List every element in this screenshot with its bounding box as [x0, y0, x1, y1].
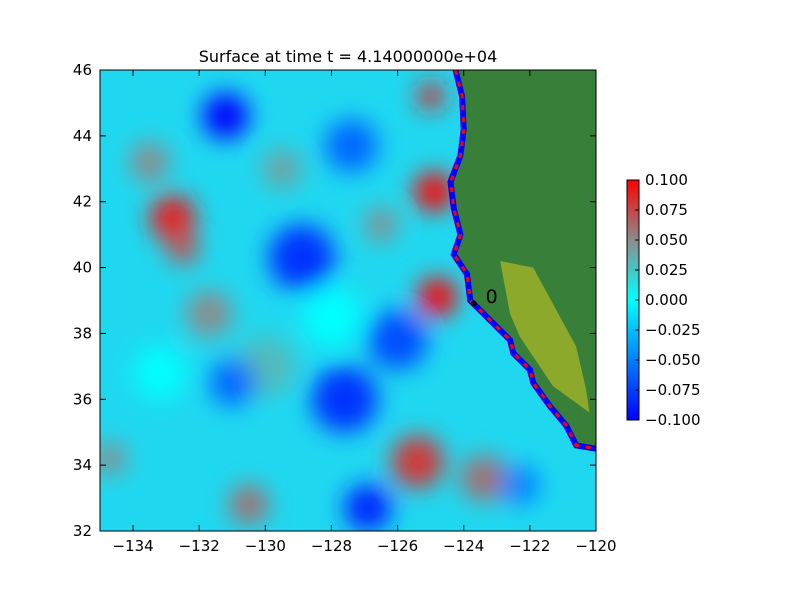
field-feature-17: [344, 484, 391, 531]
field-feature-7: [364, 208, 398, 242]
field-feature-18: [390, 435, 444, 489]
field-feature-22: [301, 287, 362, 347]
field-feature-12: [311, 366, 378, 433]
plot-area: [100, 70, 596, 531]
colorbar-tick-label: −0.075: [645, 381, 701, 399]
x-tick-label: −134: [112, 537, 153, 555]
colorbar-tick-label: 0.050: [645, 231, 688, 249]
chart-title: Surface at time t = 4.14000000e+04: [199, 47, 498, 66]
x-tick-label: −124: [443, 537, 484, 555]
field-feature-14: [185, 290, 233, 337]
colorbar-tick-label: 0.075: [645, 201, 688, 219]
x-tick-label: −128: [311, 537, 352, 555]
colorbar-tick-label: 0.100: [645, 171, 688, 189]
land-highlight: [500, 261, 590, 413]
y-tick-label: 36: [73, 390, 92, 408]
field-feature-8: [414, 172, 454, 212]
gauge-label: 0: [486, 286, 498, 308]
field-feature-15: [209, 359, 256, 406]
field-feature-6: [324, 119, 378, 173]
field-feature-11: [367, 310, 428, 370]
colorbar-ticks: 0.100 0.075 0.050 0.025 0.000 −0.025 −0.050 −0.…: [635, 171, 701, 429]
field-feature-21: [100, 442, 127, 476]
field-feature-0: [202, 93, 249, 140]
x-axis: −134 −132 −130 −128 −126 −124 −122 −120: [112, 70, 617, 555]
x-tick-label: −122: [509, 537, 550, 555]
central-valley-shade: [500, 261, 590, 413]
x-tick-label: −132: [179, 537, 220, 555]
field-feature-16: [228, 484, 269, 525]
gauge-marker: [470, 300, 477, 307]
y-tick-label: 40: [73, 259, 92, 277]
field-feature-4: [262, 149, 302, 189]
field-layer: [100, 83, 540, 531]
plot-frame: [99, 69, 597, 532]
field-feature-20: [500, 465, 540, 505]
field-feature-5: [268, 224, 335, 291]
colorbar: 0.100 0.075 0.050 0.025 0.000 −0.025 −0.050 −0.…: [626, 171, 701, 429]
colorbar-tick-label: −0.100: [645, 411, 701, 429]
field-feature-23: [133, 346, 186, 400]
x-tick-label: −126: [377, 537, 418, 555]
y-tick-label: 32: [73, 522, 92, 540]
field-feature-1: [149, 195, 196, 242]
coastline-red-band: [448, 70, 596, 451]
colorbar-tick-label: 0.025: [645, 261, 688, 279]
field-feature-19: [460, 455, 507, 502]
field-feature-3: [129, 142, 170, 182]
y-tick-label: 44: [73, 127, 92, 145]
y-tick-label: 38: [73, 324, 92, 342]
y-tick-label: 42: [73, 193, 92, 211]
colorbar-tick-label: −0.050: [645, 351, 701, 369]
field-feature-2: [166, 231, 200, 265]
x-tick-label: −120: [575, 537, 616, 555]
y-axis: 32 34 36 38 40 42 44 46: [73, 61, 596, 540]
y-tick-label: 46: [73, 61, 92, 79]
field-feature-10: [417, 83, 444, 110]
x-tick-label: −130: [245, 537, 286, 555]
y-tick-label: 34: [73, 456, 92, 474]
field-feature-9: [417, 277, 458, 317]
colorbar-tick-label: 0.000: [645, 291, 688, 309]
colorbar-tick-label: −0.025: [645, 321, 701, 339]
